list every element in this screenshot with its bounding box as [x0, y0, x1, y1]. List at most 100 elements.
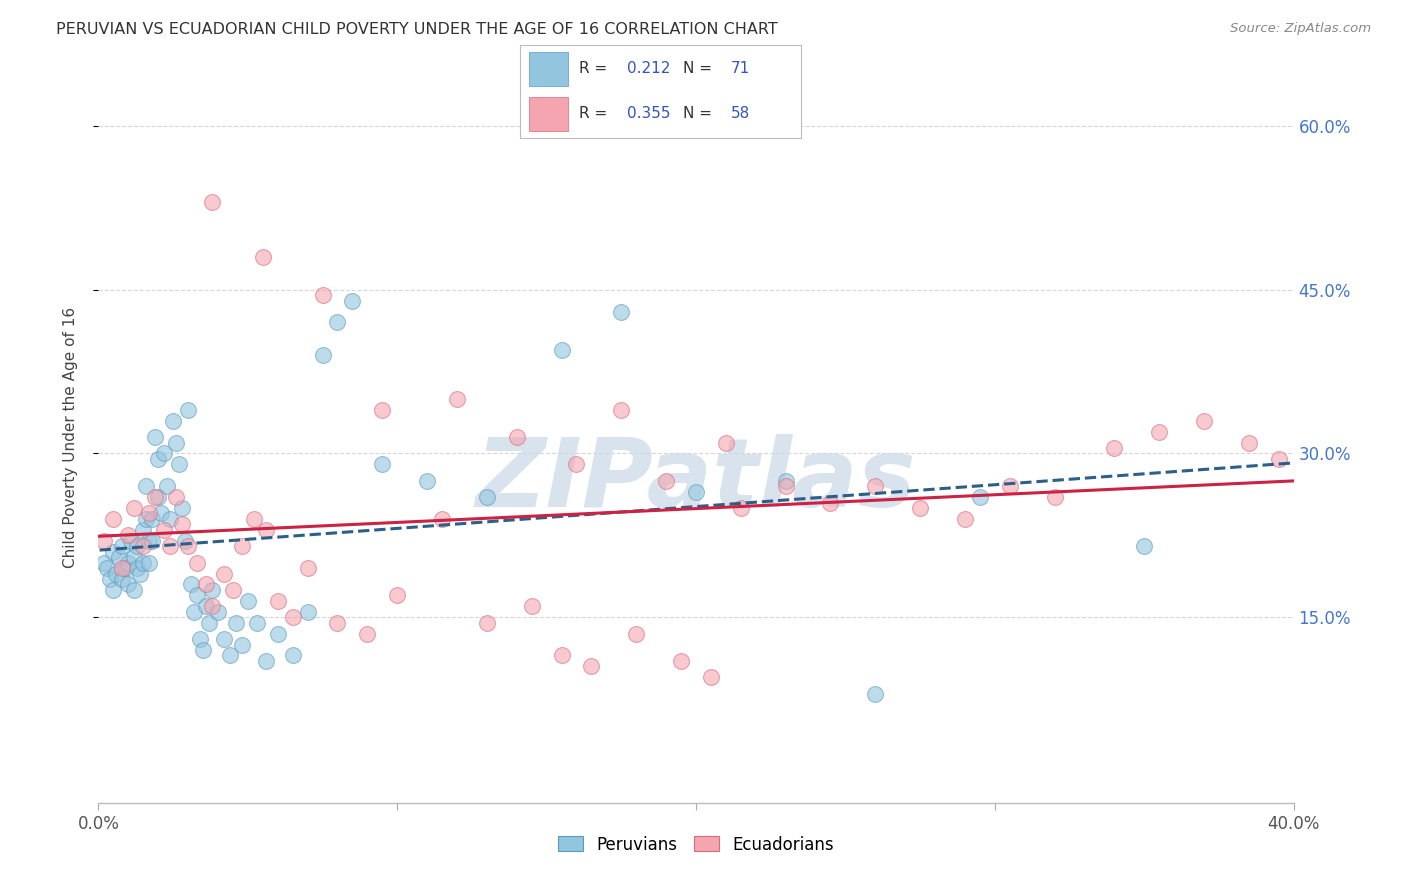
Point [114, 561, 136, 575]
Point [150, 507, 173, 521]
Point [231, 539, 253, 553]
Point [143, 490, 166, 504]
Point [222, 582, 245, 597]
Point [565, 458, 588, 472]
Point [198, 615, 221, 630]
Point [138, 533, 160, 548]
Point [159, 512, 181, 526]
Point [186, 556, 208, 570]
Point [1147, 425, 1170, 439]
Text: N =: N = [683, 62, 717, 77]
Point [159, 539, 181, 553]
Point [475, 490, 498, 504]
Point [153, 523, 176, 537]
Point [117, 528, 139, 542]
Point [311, 348, 333, 362]
Point [326, 615, 349, 630]
Point [167, 458, 190, 472]
Point [246, 615, 269, 630]
Point [93, 556, 115, 570]
Point [342, 293, 364, 308]
Point [1133, 539, 1156, 553]
Point [1267, 451, 1289, 466]
Point [188, 632, 211, 646]
Point [212, 566, 235, 581]
Point [714, 435, 737, 450]
Point [626, 626, 648, 640]
Point [254, 654, 277, 668]
Point [700, 670, 723, 684]
Point [243, 512, 266, 526]
Point [96, 561, 118, 575]
Text: Source: ZipAtlas.com: Source: ZipAtlas.com [1230, 22, 1371, 36]
Point [201, 195, 224, 210]
Point [297, 561, 319, 575]
Point [111, 572, 134, 586]
Text: 0.355: 0.355 [627, 106, 671, 121]
Point [225, 615, 247, 630]
Text: N =: N = [683, 106, 717, 121]
Text: PERUVIAN VS ECUADORIAN CHILD POVERTY UNDER THE AGE OF 16 CORRELATION CHART: PERUVIAN VS ECUADORIAN CHILD POVERTY UND… [56, 22, 778, 37]
Point [581, 659, 603, 673]
Point [195, 577, 218, 591]
Point [685, 484, 707, 499]
Point [183, 605, 205, 619]
Point [252, 250, 274, 264]
Point [219, 648, 242, 663]
Point [201, 582, 224, 597]
Point [416, 474, 439, 488]
Point [111, 561, 134, 575]
Point [186, 588, 208, 602]
Point [506, 430, 529, 444]
Bar [529, 97, 568, 131]
Point [141, 512, 163, 526]
Point [103, 545, 125, 559]
Point [148, 451, 170, 466]
Point [475, 615, 498, 630]
Point [311, 288, 333, 302]
Point [124, 550, 146, 565]
Point [180, 577, 202, 591]
Point [775, 479, 797, 493]
Text: 71: 71 [731, 62, 751, 77]
Point [520, 599, 543, 614]
Point [865, 479, 887, 493]
Point [356, 626, 378, 640]
Point [610, 402, 633, 417]
Point [191, 643, 214, 657]
Point [93, 533, 115, 548]
Text: 58: 58 [731, 106, 751, 121]
Point [550, 648, 572, 663]
Point [129, 566, 152, 581]
Point [385, 588, 409, 602]
Point [1043, 490, 1066, 504]
Point [127, 561, 149, 575]
Point [172, 517, 194, 532]
Point [127, 539, 149, 553]
Point [550, 343, 572, 357]
Point [141, 533, 163, 548]
Point [669, 654, 692, 668]
Point [124, 501, 146, 516]
Point [105, 566, 128, 581]
Point [297, 605, 319, 619]
Point [430, 512, 453, 526]
Point [231, 638, 253, 652]
Point [111, 539, 134, 553]
Point [148, 490, 170, 504]
Point [172, 501, 194, 516]
Point [117, 556, 139, 570]
Point [120, 533, 142, 548]
Point [908, 501, 931, 516]
Point [953, 512, 976, 526]
Point [281, 648, 304, 663]
Point [998, 479, 1021, 493]
Point [1237, 435, 1260, 450]
Text: 0.212: 0.212 [627, 62, 671, 77]
Point [165, 435, 187, 450]
Point [124, 582, 146, 597]
Point [267, 594, 290, 608]
Point [138, 507, 160, 521]
Text: R =: R = [579, 62, 613, 77]
Point [98, 572, 122, 586]
